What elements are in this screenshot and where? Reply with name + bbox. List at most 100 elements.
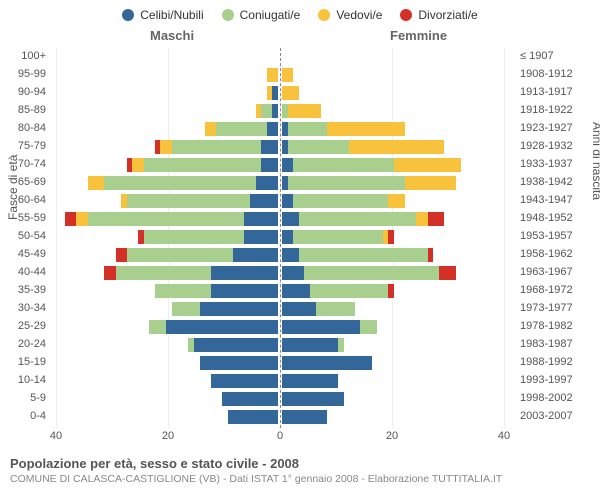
bar-segment	[116, 248, 127, 262]
age-label: 45-49	[2, 248, 46, 260]
bar-segment	[282, 284, 310, 298]
bar-segment	[104, 266, 115, 280]
age-label: 5-9	[2, 392, 46, 404]
title-block: Popolazione per età, sesso e stato civil…	[10, 456, 502, 485]
bar-segment	[127, 194, 250, 208]
male-label: Maschi	[150, 28, 194, 43]
year-label: 1928-1932	[520, 140, 596, 152]
bar-segment	[144, 158, 262, 172]
bar-segment	[166, 320, 278, 334]
female-bar	[282, 212, 444, 226]
female-bar	[282, 284, 394, 298]
female-bar	[282, 158, 461, 172]
age-label: 15-19	[2, 356, 46, 368]
legend-label: Divorziati/e	[418, 8, 477, 22]
age-label: 0-4	[2, 410, 46, 422]
chart-subtitle: COMUNE DI CALASCA-CASTIGLIONE (VB) - Dat…	[10, 473, 502, 485]
bar-segment	[282, 230, 293, 244]
plot-area: 100+≤ 190795-991908-191290-941913-191785…	[50, 48, 600, 448]
year-label: 1953-1957	[520, 230, 596, 242]
age-row: 50-541953-1957	[50, 228, 600, 246]
year-label: 1983-1987	[520, 338, 596, 350]
bar-segment	[282, 338, 338, 352]
year-label: 1913-1917	[520, 86, 596, 98]
age-row: 0-42003-2007	[50, 408, 600, 426]
bar-segment	[104, 176, 255, 190]
male-bar	[267, 86, 278, 100]
year-label: 2003-2007	[520, 410, 596, 422]
male-bar	[116, 248, 278, 262]
bar-segment	[388, 230, 394, 244]
age-label: 20-24	[2, 338, 46, 350]
age-label: 80-84	[2, 122, 46, 134]
bar-segment	[282, 266, 304, 280]
year-label: 1998-2002	[520, 392, 596, 404]
bar-segment	[127, 248, 233, 262]
bar-segment	[349, 140, 444, 154]
male-bar	[256, 104, 278, 118]
x-tick: 40	[498, 430, 510, 442]
bar-segment	[244, 212, 278, 226]
bar-segment	[282, 194, 293, 208]
year-label: 1923-1927	[520, 122, 596, 134]
bar-segment	[299, 212, 417, 226]
bar-zone	[50, 210, 510, 228]
age-row: 45-491958-1962	[50, 246, 600, 264]
age-row: 60-641943-1947	[50, 192, 600, 210]
male-bar	[228, 410, 278, 424]
bar-zone	[50, 138, 510, 156]
bar-zone	[50, 156, 510, 174]
bar-segment	[282, 356, 372, 370]
female-bar	[282, 266, 456, 280]
bar-segment	[282, 302, 316, 316]
bar-segment	[228, 410, 278, 424]
age-row: 25-291978-1982	[50, 318, 600, 336]
bar-zone	[50, 66, 510, 84]
age-label: 75-79	[2, 140, 46, 152]
bar-segment	[394, 158, 461, 172]
female-bar	[282, 230, 394, 244]
year-label: 1978-1982	[520, 320, 596, 332]
bar-zone	[50, 264, 510, 282]
bar-zone	[50, 318, 510, 336]
male-bar	[127, 158, 278, 172]
male-bar	[104, 266, 278, 280]
female-bar	[282, 194, 405, 208]
legend-swatch	[222, 9, 234, 21]
bar-segment	[65, 212, 76, 226]
bar-segment	[282, 158, 293, 172]
female-bar	[282, 410, 327, 424]
bar-segment	[216, 122, 266, 136]
age-label: 100+	[2, 50, 46, 62]
bar-segment	[261, 104, 272, 118]
age-row: 20-241983-1987	[50, 336, 600, 354]
bar-segment	[416, 212, 427, 226]
bar-segment	[293, 158, 394, 172]
age-row: 75-791928-1932	[50, 138, 600, 156]
bar-segment	[282, 320, 360, 334]
female-bar	[282, 356, 372, 370]
female-bar	[282, 68, 293, 82]
bar-segment	[144, 230, 245, 244]
bar-segment	[428, 248, 434, 262]
bar-segment	[288, 140, 350, 154]
legend-item: Coniugati/e	[222, 8, 301, 22]
bar-segment	[388, 194, 405, 208]
bar-zone	[50, 408, 510, 426]
bar-segment	[116, 266, 211, 280]
age-label: 65-69	[2, 176, 46, 188]
age-label: 25-29	[2, 320, 46, 332]
male-bar	[65, 212, 278, 226]
year-label: 1943-1947	[520, 194, 596, 206]
female-bar	[282, 104, 321, 118]
year-label: ≤ 1907	[520, 50, 596, 62]
male-bar	[149, 320, 278, 334]
bar-segment	[282, 392, 344, 406]
age-label: 85-89	[2, 104, 46, 116]
legend-swatch	[400, 9, 412, 21]
bar-segment	[172, 140, 262, 154]
age-label: 60-64	[2, 194, 46, 206]
bar-segment	[172, 302, 200, 316]
bar-segment	[211, 374, 278, 388]
bar-zone	[50, 336, 510, 354]
